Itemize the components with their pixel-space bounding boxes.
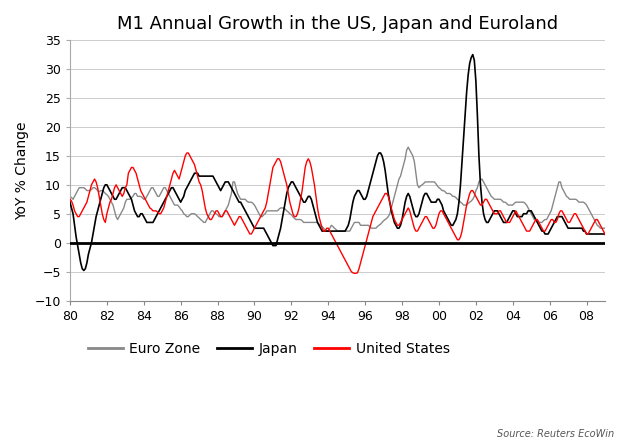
Legend: Euro Zone, Japan, United States: Euro Zone, Japan, United States xyxy=(82,336,456,361)
Title: M1 Annual Growth in the US, Japan and Euroland: M1 Annual Growth in the US, Japan and Eu… xyxy=(117,15,558,33)
Text: Source: Reuters EcoWin: Source: Reuters EcoWin xyxy=(497,429,614,439)
Y-axis label: YoY % Change: YoY % Change xyxy=(15,121,29,220)
